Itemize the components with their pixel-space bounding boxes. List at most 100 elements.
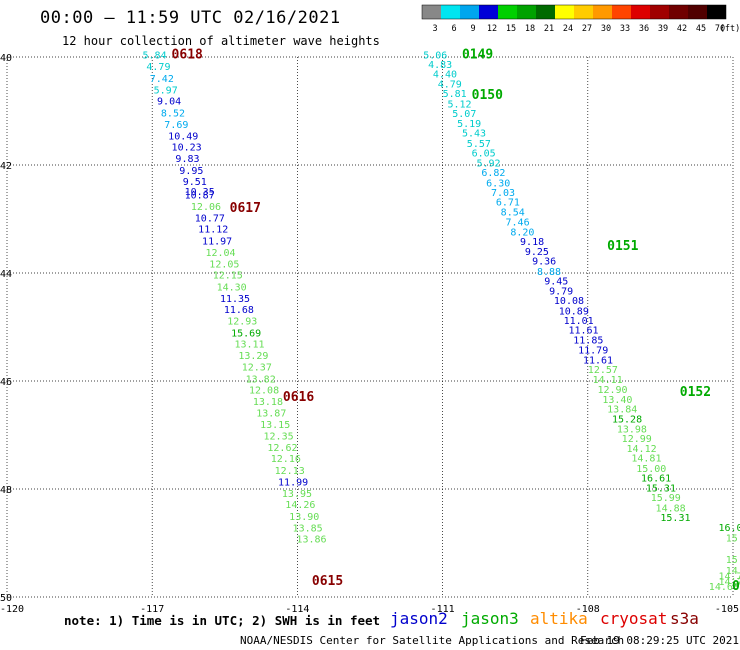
y-tick-label: 42 — [0, 161, 12, 172]
grid-lines — [6, 56, 734, 598]
footer-timestamp: Feb 19 08:29:25 UTC 2021 — [580, 634, 739, 647]
wave-height-label: 12.16 — [271, 454, 301, 465]
wave-height-label: 12.15 — [213, 271, 243, 282]
x-tick-label: -114 — [285, 604, 309, 615]
wave-height-label: 14.30 — [217, 283, 247, 294]
satellite-jason2-label: jason2 — [390, 609, 448, 628]
wave-height-label: 9.18 — [520, 237, 544, 248]
legend-swatch — [612, 5, 631, 19]
wave-height-label: 5.12 — [447, 99, 471, 110]
wave-height-label: 11.61 — [583, 355, 613, 366]
x-tick-label: -108 — [576, 604, 600, 615]
wave-height-label: 13.95 — [282, 489, 312, 500]
wave-height-label: 14.75 — [718, 577, 740, 588]
legend-label: 45 — [696, 24, 706, 34]
wave-height-label: 7.03 — [491, 188, 515, 199]
legend-label: 3 — [432, 24, 437, 34]
wave-height-label: 15.31 — [660, 513, 690, 524]
wave-height-label: 7.46 — [506, 218, 530, 229]
wave-height-label: 15. — [726, 534, 740, 545]
wave-height-label: 4.40 — [433, 70, 457, 81]
wave-height-label: 13.84 — [607, 405, 637, 416]
legend-swatch — [650, 5, 669, 19]
wave-height-label: 13.29 — [238, 351, 268, 362]
wave-height-label: 13.87 — [256, 408, 286, 419]
wave-height-label: 8.88 — [537, 267, 561, 278]
legend-swatch — [517, 5, 536, 19]
wave-height-label: 5.97 — [154, 85, 178, 96]
wave-height-label: 10.77 — [195, 213, 225, 224]
y-tick-label: 40 — [0, 53, 12, 64]
wave-height-label: 15.99 — [651, 493, 681, 504]
wave-height-label: 6.71 — [496, 198, 520, 209]
legend-label: 39 — [658, 24, 668, 34]
legend-label: 24 — [563, 24, 573, 34]
wave-height-label: 12.62 — [267, 443, 297, 454]
x-tick-label: -117 — [140, 604, 164, 615]
pass-label: 0615 — [312, 574, 343, 589]
y-tick-label: 46 — [0, 377, 12, 388]
wave-height-label: 15.00 — [636, 464, 666, 475]
wave-height-label: 12.93 — [227, 317, 257, 328]
wave-height-label: 8.54 — [501, 207, 525, 218]
pass-label: 0152 — [680, 385, 711, 400]
pass-label: 0151 — [607, 239, 638, 254]
satellite-legend: jason2 jason3 altika cryosat s3a — [390, 609, 699, 628]
wave-height-label: 5.19 — [457, 119, 481, 130]
wave-height-label: 5.92 — [476, 158, 500, 169]
x-tick-label: -105 — [715, 604, 739, 615]
footer-credit: NOAA/NESDIS Center for Satellite Applica… — [240, 634, 624, 647]
legend-label: 21 — [544, 24, 554, 34]
pass-label: 0149 — [462, 47, 493, 62]
wave-height-label: 11.01 — [564, 316, 594, 327]
legend-swatch — [707, 5, 726, 19]
wave-height-label: 14.81 — [631, 454, 661, 465]
pass-label: 09 — [732, 579, 740, 594]
wave-height-values: 5.844.797.425.979.048.527.6910.4910.239.… — [143, 50, 740, 593]
wave-height-label: 5.06 — [423, 50, 447, 61]
wave-height-label: 9.79 — [549, 286, 573, 297]
wave-height-label: 12.05 — [209, 259, 239, 270]
wave-height-label: 11.79 — [578, 346, 608, 357]
wave-height-label: 6.05 — [472, 149, 496, 160]
pass-label: 0616 — [283, 390, 314, 405]
legend-label: 70 — [715, 24, 725, 34]
x-tick-label: -111 — [431, 604, 455, 615]
legend-label: 27 — [582, 24, 592, 34]
legend-swatch — [555, 5, 574, 19]
pass-label: 0618 — [172, 47, 203, 62]
wave-height-label: 13.86 — [296, 535, 326, 546]
legend-swatch — [498, 5, 517, 19]
wave-height-label: 15. — [726, 555, 740, 566]
footnote: note: 1) Time is in UTC; 2) SWH is in fe… — [64, 613, 380, 628]
legend-label: 30 — [601, 24, 611, 34]
wave-height-label: 9.25 — [525, 247, 549, 258]
wave-height-label: 12.57 — [588, 365, 618, 376]
satellite-altika-label: altika — [530, 609, 588, 628]
wave-height-label: 13.40 — [602, 395, 632, 406]
legend-label: 33 — [620, 24, 630, 34]
legend-swatch — [441, 5, 460, 19]
wave-height-label: 13.85 — [293, 523, 323, 534]
x-tick-label: -120 — [0, 604, 24, 615]
wave-height-label: 12.99 — [622, 434, 652, 445]
wave-height-label: 12.90 — [597, 385, 627, 396]
wave-height-label: 14.12 — [627, 444, 657, 455]
legend-label: 42 — [677, 24, 687, 34]
wave-height-label: 4.83 — [428, 60, 452, 71]
wave-height-label: 14.88 — [656, 503, 686, 514]
satellite-cryosat-label: cryosat — [600, 609, 667, 628]
wave-height-label: 10.49 — [168, 131, 198, 142]
wave-height-label: 15.69 — [231, 328, 261, 339]
satellite-jason3-label: jason3 — [461, 609, 519, 628]
wave-height-label: 5.81 — [443, 89, 467, 100]
wave-height-label: 11.97 — [202, 237, 232, 248]
wave-height-label: 14.11 — [593, 375, 623, 386]
legend-label: 9 — [470, 24, 475, 34]
wave-height-label: 11.61 — [568, 326, 598, 337]
wave-height-label: 16.0 — [718, 523, 740, 534]
wave-height-label: 10.23 — [172, 143, 202, 154]
y-tick-label: 44 — [0, 269, 12, 280]
wave-height-label: 7.42 — [150, 74, 174, 85]
